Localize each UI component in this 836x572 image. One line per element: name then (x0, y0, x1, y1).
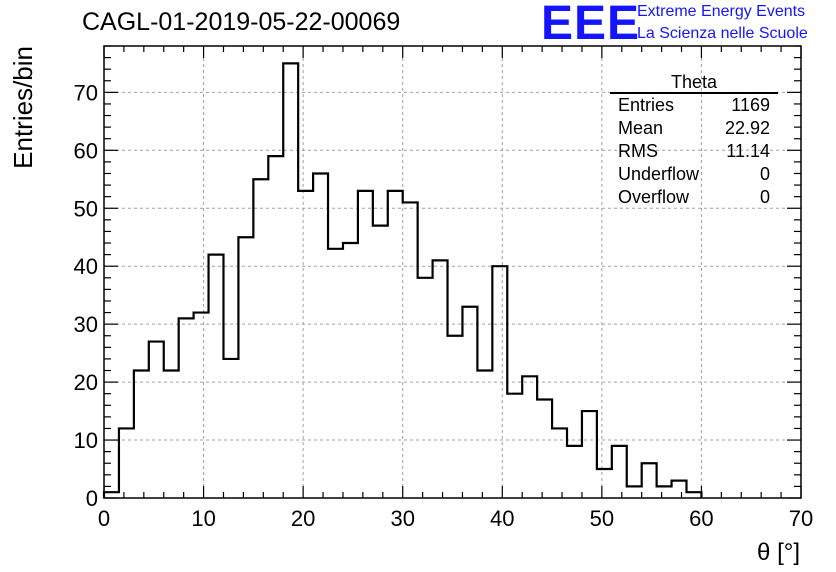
x-axis-label: θ [°] (757, 539, 800, 566)
y-tick-label: 60 (74, 138, 98, 163)
grid-lines (104, 46, 801, 498)
stats-row: RMS 11.14 (610, 140, 778, 163)
y-tick-label: 70 (74, 80, 98, 105)
y-axis-label: Entries/bin (8, 46, 38, 169)
axis-ticks (103, 45, 802, 499)
logo-text-line1: Extreme Energy Events (637, 3, 806, 20)
stats-row: Mean 22.92 (610, 117, 778, 140)
x-tick-label: 70 (789, 506, 813, 531)
x-tick-label: 30 (390, 506, 414, 531)
stats-divider (610, 92, 778, 94)
x-tick-label: 20 (291, 506, 315, 531)
stats-value: 1169 (731, 95, 770, 115)
y-tick-label: 10 (74, 428, 98, 453)
x-tick-label: 60 (689, 506, 713, 531)
stats-value: 11.14 (726, 141, 770, 161)
stats-row: Underflow 0 (610, 163, 778, 186)
x-tick-label: 10 (191, 506, 215, 531)
stats-label: Underflow (618, 164, 700, 184)
y-tick-label: 40 (74, 254, 98, 279)
stats-label: RMS (618, 141, 658, 161)
stats-box: Theta Entries 1169 Mean 22.92 RMS 11.14 … (610, 72, 778, 209)
stats-label: Overflow (618, 187, 690, 207)
stats-title: Theta (670, 72, 718, 92)
tick-labels: 0 10 20 30 40 50 60 70 0 10 20 30 40 50 60 70 (74, 80, 814, 531)
stats-label: Entries (618, 95, 675, 115)
x-tick-label: 40 (490, 506, 514, 531)
y-tick-label: 0 (86, 486, 98, 511)
y-tick-label: 50 (74, 196, 98, 221)
stats-label: Mean (618, 118, 664, 138)
x-tick-label: 0 (98, 506, 110, 531)
logo-text-line2: La Scienza nelle Scuole (637, 25, 808, 42)
stats-value: 22.92 (724, 118, 770, 138)
run-title: CAGL-01-2019-05-22-00069 (82, 8, 401, 36)
stats-row: Entries 1169 (610, 94, 778, 117)
plot-frame (103, 45, 802, 499)
eee-logo: EEE (541, 0, 641, 50)
stats-row: Overflow 0 (610, 186, 778, 209)
histogram-step-line (102, 62, 703, 498)
stats-value: 0 (759, 187, 770, 207)
stats-value: 0 (759, 164, 770, 184)
y-tick-label: 20 (74, 370, 98, 395)
x-tick-label: 50 (590, 506, 614, 531)
y-tick-label: 30 (74, 312, 98, 337)
